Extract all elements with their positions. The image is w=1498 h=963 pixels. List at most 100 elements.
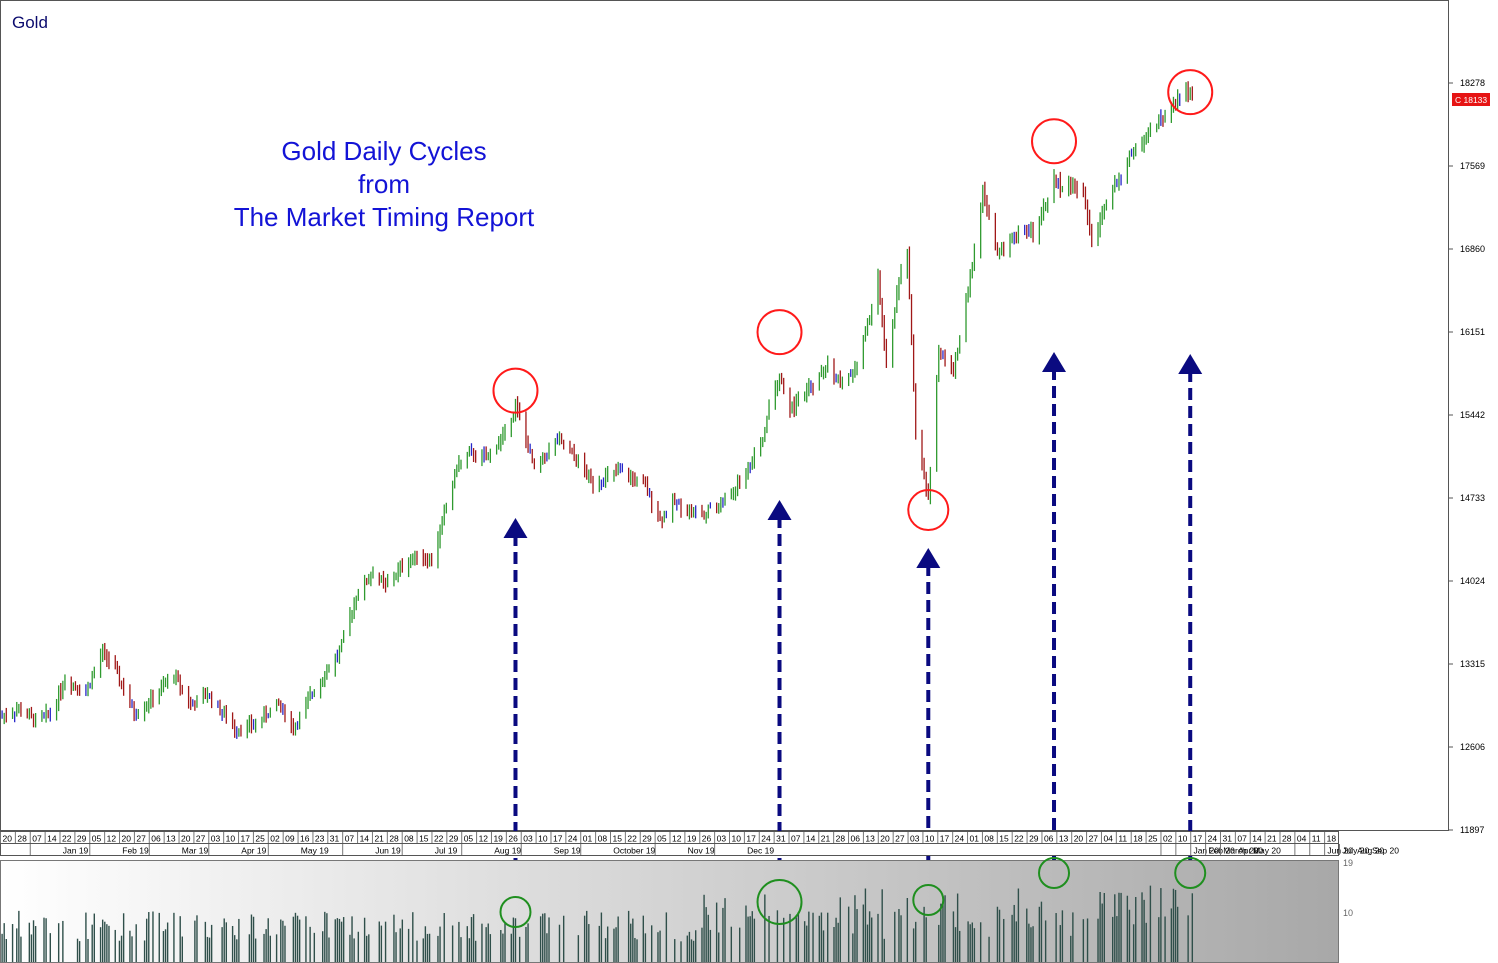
day-tick-label: 28 xyxy=(17,834,27,844)
month-tick-label: Feb 19 xyxy=(122,846,149,856)
volume-circles xyxy=(499,857,1207,928)
day-tick-label: 28 xyxy=(836,834,846,844)
day-tick-label: 03 xyxy=(211,834,221,844)
cycle-top-circle xyxy=(492,367,539,414)
price-bars xyxy=(1,81,1193,739)
cycle-arrow-head xyxy=(767,500,792,520)
day-tick-label: 27 xyxy=(196,834,206,844)
y-tick-label: 15442 xyxy=(1460,410,1485,420)
day-tick-label: 10 xyxy=(226,834,236,844)
day-tick-label: 22 xyxy=(627,834,637,844)
y-tick-label: 17569 xyxy=(1460,161,1485,171)
day-tick-label: 20 xyxy=(1074,834,1084,844)
cycle-circles xyxy=(492,69,1214,532)
day-tick-label: 14 xyxy=(360,834,370,844)
month-tick-label: Aug 19 xyxy=(494,846,521,856)
month-tick-label: Sep 19 xyxy=(554,846,581,856)
y-tick-label: 12606 xyxy=(1460,742,1485,752)
day-tick-label: 01 xyxy=(970,834,980,844)
day-tick-label: 05 xyxy=(657,834,667,844)
day-tick-label: 11 xyxy=(1312,834,1321,844)
day-tick-label: 24 xyxy=(568,834,578,844)
day-tick-label: 13 xyxy=(865,834,875,844)
month-tick-label: Mar 19 xyxy=(182,846,209,856)
day-tick-label: 07 xyxy=(345,834,355,844)
day-tick-label: 12 xyxy=(672,834,682,844)
day-tick-label: 15 xyxy=(419,834,429,844)
day-tick-label: 10 xyxy=(538,834,548,844)
y-tick-label: 16151 xyxy=(1460,327,1485,337)
volume-cycle-circle xyxy=(499,896,532,928)
chart-title-line-3: The Market Timing Report xyxy=(234,202,535,232)
cycle-arrow-head xyxy=(916,548,941,569)
day-tick-label: 04 xyxy=(1297,834,1307,844)
day-tick-label: 02 xyxy=(270,834,280,844)
day-ticks: 20 28 07 14 22 29 05 12 20 27 06 13 20 27 03 10 17 25 02 09… xyxy=(0,832,1336,844)
day-tick-label: 24 xyxy=(761,834,771,844)
day-tick-label: 28 xyxy=(1282,834,1292,844)
day-tick-label: 07 xyxy=(1237,834,1247,844)
day-tick-label: 20 xyxy=(181,834,191,844)
symbol-label: Gold xyxy=(12,13,48,32)
day-tick-label: 08 xyxy=(404,834,414,844)
month-tick-label: Nov 19 xyxy=(688,846,715,856)
chart-title-line-2: from xyxy=(358,169,410,199)
y-tick-label: 13315 xyxy=(1460,659,1485,669)
day-tick-label: 07 xyxy=(791,834,801,844)
day-tick-label: 18 xyxy=(1133,834,1143,844)
day-tick-label: 17 xyxy=(1193,834,1203,844)
month-tick-label: Sep 20 xyxy=(1372,846,1399,856)
day-tick-label: 12 xyxy=(479,834,489,844)
day-tick-label: 29 xyxy=(642,834,652,844)
day-tick-label: 14 xyxy=(1252,834,1262,844)
day-tick-label: 17 xyxy=(940,834,950,844)
day-tick-label: 23 xyxy=(315,834,325,844)
month-tick-label: Feb 20 xyxy=(1208,846,1235,856)
day-tick-label: 29 xyxy=(77,834,87,844)
day-tick-label: 25 xyxy=(255,834,265,844)
day-tick-label: 25 xyxy=(1148,834,1158,844)
day-tick-label: 26 xyxy=(702,834,712,844)
day-tick-label: 17 xyxy=(746,834,756,844)
day-tick-label: 12 xyxy=(107,834,117,844)
date-axis: 20 28 07 14 22 29 05 12 20 27 06 13 20 27 03 10 17 25 02 09… xyxy=(0,831,1399,856)
day-tick-label: 03 xyxy=(717,834,727,844)
cycle-low-circle xyxy=(907,489,950,532)
month-tick-label: July 20 xyxy=(1342,846,1369,856)
month-tick-label: March 20 xyxy=(1223,846,1259,856)
day-tick-label: 31 xyxy=(776,834,786,844)
day-tick-label: 24 xyxy=(955,834,965,844)
month-tick-label: Jun 19 xyxy=(375,846,401,856)
day-tick-label: 02 xyxy=(1163,834,1173,844)
y-tick-label: 14733 xyxy=(1460,493,1485,503)
day-tick-label: 03 xyxy=(910,834,920,844)
day-tick-label: 15 xyxy=(999,834,1009,844)
month-tick-label: May 20 xyxy=(1253,846,1281,856)
day-tick-label: 10 xyxy=(1178,834,1188,844)
y-tick-label: 11897 xyxy=(1460,825,1484,835)
day-tick-label: 17 xyxy=(241,834,251,844)
day-tick-label: 06 xyxy=(1044,834,1054,844)
day-tick-label: 08 xyxy=(598,834,608,844)
day-tick-label: 17 xyxy=(553,834,563,844)
day-tick-label: 29 xyxy=(449,834,459,844)
day-tick-label: 15 xyxy=(612,834,622,844)
y-tick-label: 14024 xyxy=(1460,576,1485,586)
month-tick-label: Jun 20 xyxy=(1327,846,1353,856)
day-tick-label: 13 xyxy=(1059,834,1069,844)
day-tick-label: 22 xyxy=(1014,834,1024,844)
y-tick-label: 16860 xyxy=(1460,244,1485,254)
cycle-top-circle xyxy=(756,309,803,356)
cycle-top-circle xyxy=(1031,118,1078,165)
month-tick-label: Jan 19 xyxy=(63,846,89,856)
day-tick-label: 14 xyxy=(47,834,57,844)
volume-tick-19: 19 xyxy=(1343,858,1353,868)
day-tick-label: 10 xyxy=(925,834,935,844)
day-tick-label: 19 xyxy=(493,834,503,844)
day-tick-label: 27 xyxy=(1089,834,1099,844)
day-tick-label: 20 xyxy=(3,834,13,844)
day-tick-label: 03 xyxy=(523,834,533,844)
day-tick-label: 20 xyxy=(122,834,132,844)
volume-cycle-circle xyxy=(756,879,803,925)
